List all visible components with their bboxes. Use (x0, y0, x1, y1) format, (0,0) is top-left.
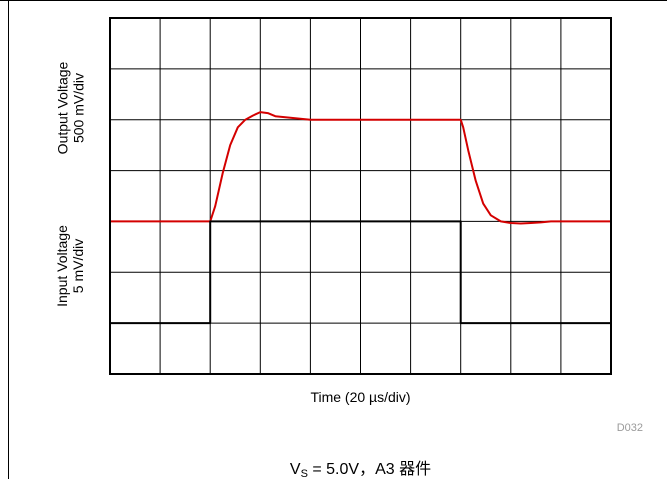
figure-caption: VS = 5.0V，A3 器件 (110, 455, 611, 480)
frame-left-border (8, 0, 9, 479)
input-voltage-trace (110, 220, 611, 325)
frame-top-border (0, 0, 667, 1)
upper-y-axis-label-line2: 500 mV/div (69, 73, 86, 144)
upper-y-axis-label-line1: Output Voltage (53, 61, 70, 155)
lower-y-axis-label-line1: Input Voltage (53, 225, 70, 308)
caption-text: = 5.0V，A3 器件 (307, 461, 432, 478)
traces (110, 111, 611, 325)
plot-border (109, 17, 612, 375)
x-axis-label: Time (20 µs/div) (310, 389, 411, 405)
lower-y-axis-label: Input Voltage 5 mV/div (54, 225, 86, 307)
output-voltage-trace (110, 111, 611, 225)
grid-lines (110, 18, 611, 374)
upper-y-axis-label: Output Voltage 500 mV/div (54, 62, 86, 155)
caption-vs: V (289, 461, 301, 478)
figure-id: D032 (616, 422, 643, 434)
lower-y-axis-label-line2: 5 mV/div (69, 239, 86, 294)
caption-vs-subscript: S (300, 468, 308, 480)
